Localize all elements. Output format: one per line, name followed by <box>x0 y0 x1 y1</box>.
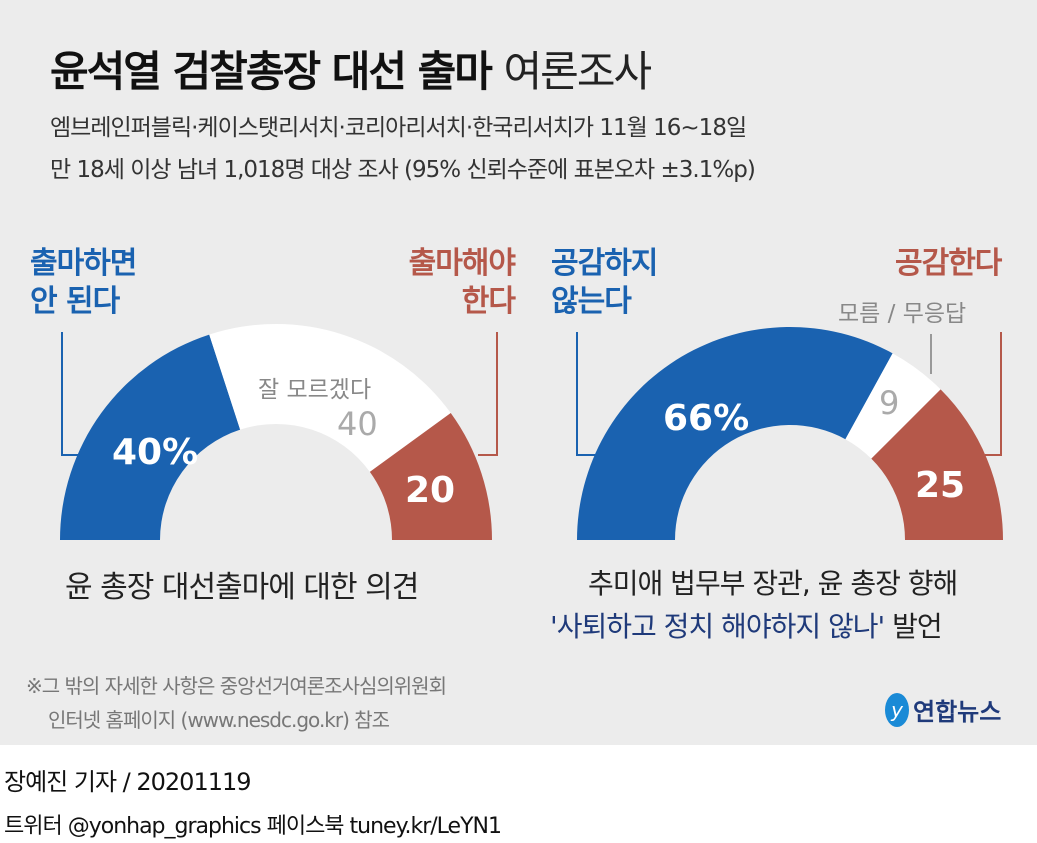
donut-0-slice-0 <box>60 334 241 540</box>
leader-line-left-red <box>478 332 498 456</box>
leader-line-left-blue <box>61 332 100 456</box>
yonhap-logo-icon: y <box>885 692 909 727</box>
label-right-no: 공감하지 않는다 <box>551 246 658 319</box>
donut-1-slice-1 <box>845 353 941 459</box>
caption-left: 윤 총장 대선출마에 대한 의견 <box>65 570 419 605</box>
subtitle-line-1: 엠브레인퍼블릭·케이스탯리서치·코리아리서치·한국리서치가 11월 16~18일 <box>50 115 747 141</box>
note-line-2: 인터넷 홈페이지 (www.nesdc.go.kr) 참조 <box>48 708 390 732</box>
donut-0-slice-2 <box>369 413 492 540</box>
page-title: 윤석열 검찰총장 대선 출마 여론조사 <box>50 47 652 96</box>
donut-1-slice-0 <box>577 327 893 540</box>
leader-line-right-red <box>985 332 1002 456</box>
byline: 장예진 기자 / 20201119 <box>4 768 252 796</box>
caption-right-2: '사퇴하고 정치 해야하지 않나' 발언 <box>550 610 943 643</box>
caption-right-1: 추미애 법무부 장관, 윤 총장 향해 <box>588 567 958 600</box>
label-left-yes: 출마해야 한다 <box>408 246 516 319</box>
label-left-unsure: 잘 모르겠다 <box>258 377 372 403</box>
value-left-no: 40% <box>112 432 199 473</box>
donut-1-slice-2 <box>871 389 1003 540</box>
label-right-unknown: 모름 / 무응답 <box>838 301 967 327</box>
label-left-no: 출마하면 안 된다 <box>30 246 137 319</box>
donut-0-slice-1 <box>209 324 451 472</box>
social-links: 트위터 @yonhap_graphics 페이스북 tuney.kr/LeYN1 <box>4 814 502 839</box>
value-right-unknown: 9 <box>879 384 900 422</box>
label-right-yes: 공감한다 <box>895 246 1002 281</box>
subtitle-line-2: 만 18세 이상 남녀 1,018명 대상 조사 (95% 신뢰수준에 표본오차… <box>50 157 756 183</box>
value-left-unsure: 40 <box>337 405 378 443</box>
yonhap-logo: y 연합뉴스 <box>885 692 1001 727</box>
value-right-yes: 25 <box>915 465 966 506</box>
note-line-1: ※그 밖의 자세한 사항은 중앙선거여론조사심의위원회 <box>26 674 447 698</box>
value-left-yes: 20 <box>405 470 456 511</box>
value-right-no: 66% <box>663 398 750 439</box>
leader-line-right-blue <box>576 332 600 456</box>
